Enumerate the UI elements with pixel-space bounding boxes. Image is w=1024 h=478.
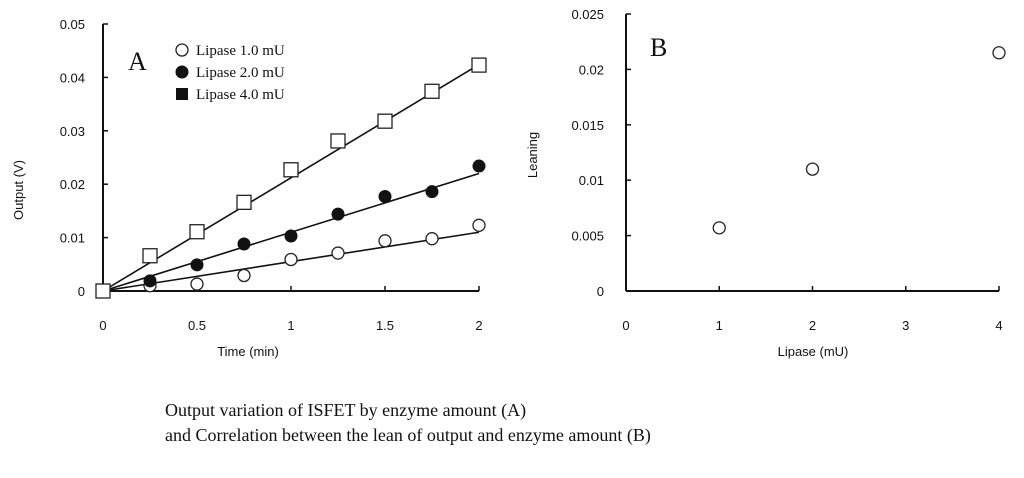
x-tick-label-a: 1 bbox=[287, 318, 294, 333]
x-tick-label-b: 1 bbox=[716, 318, 723, 333]
x-axis-title-a: Time (min) bbox=[217, 344, 279, 359]
y-tick-label-a: 0.04 bbox=[60, 70, 85, 85]
data-point-a-series-0 bbox=[284, 252, 298, 267]
data-point-a-series-2 bbox=[471, 57, 487, 73]
data-point-a-series-1 bbox=[331, 207, 345, 221]
y-tick-label-b: 0.02 bbox=[579, 62, 604, 77]
data-point-a-series-2 bbox=[424, 83, 440, 99]
x-tick-label-a: 1.5 bbox=[376, 318, 394, 333]
data-point-b-series-0 bbox=[712, 221, 726, 235]
panel-label-b: B bbox=[650, 33, 667, 62]
y-axis-title-b: Leaning bbox=[525, 132, 540, 178]
data-point-a-series-1 bbox=[425, 185, 439, 199]
x-tick-label-a: 0.5 bbox=[188, 318, 206, 333]
data-point-a-series-0 bbox=[472, 218, 486, 232]
x-tick-label-a: 0 bbox=[99, 318, 106, 333]
legend-label-1: Lipase 2.0 mU bbox=[196, 65, 285, 81]
x-tick-label-b: 4 bbox=[995, 318, 1002, 333]
x-tick-label-b: 2 bbox=[809, 318, 816, 333]
y-tick-label-a: 0 bbox=[78, 284, 85, 299]
data-point-a-series-0 bbox=[331, 246, 345, 260]
data-point-a-series-1 bbox=[284, 229, 298, 243]
data-point-a-series-2 bbox=[283, 162, 299, 178]
data-point-a-series-0 bbox=[237, 268, 251, 283]
data-point-a-series-2 bbox=[377, 113, 393, 129]
y-tick-label-b: 0.025 bbox=[571, 7, 604, 22]
legend-marker-0 bbox=[175, 43, 189, 57]
data-point-a-series-2 bbox=[95, 283, 111, 299]
data-point-a-series-1 bbox=[237, 237, 251, 251]
caption-line-1: Output variation of ISFET by enzyme amou… bbox=[165, 400, 527, 420]
x-tick-label-b: 0 bbox=[622, 318, 629, 333]
data-point-a-series-2 bbox=[330, 133, 346, 149]
y-tick-label-a: 0.03 bbox=[60, 124, 85, 139]
legend-label-0: Lipase 1.0 mU bbox=[196, 43, 285, 59]
legend-label-2: Lipase 4.0 mU bbox=[196, 87, 285, 103]
fit-line-a-2 bbox=[102, 63, 480, 292]
data-point-a-series-2 bbox=[189, 224, 205, 240]
y-tick-label-b: 0.01 bbox=[579, 173, 604, 188]
y-tick-label-a: 0.05 bbox=[60, 17, 85, 32]
y-tick-label-b: 0.015 bbox=[571, 118, 604, 133]
y-tick-label-b: 0.005 bbox=[571, 229, 604, 244]
data-point-a-series-0 bbox=[378, 234, 392, 248]
x-axis-title-b: Lipase (mU) bbox=[778, 344, 849, 359]
caption-line-2: and Correlation between the lean of outp… bbox=[165, 425, 651, 445]
data-point-a-series-1 bbox=[143, 274, 157, 288]
data-point-a-series-2 bbox=[142, 248, 158, 264]
data-point-a-series-0 bbox=[190, 277, 204, 291]
panel-label-a: A bbox=[128, 47, 147, 76]
y-axis-title-a: Output (V) bbox=[11, 160, 26, 220]
y-tick-label-b: 0 bbox=[597, 284, 604, 299]
legend-marker-2 bbox=[176, 88, 188, 100]
x-tick-label-a: 2 bbox=[475, 318, 482, 333]
data-point-a-series-1 bbox=[378, 189, 392, 203]
legend-marker-1 bbox=[175, 65, 189, 79]
data-point-a-series-0 bbox=[425, 232, 439, 246]
data-point-a-series-2 bbox=[236, 194, 252, 211]
data-point-b-series-0 bbox=[992, 46, 1006, 60]
y-tick-label-a: 0.02 bbox=[60, 177, 85, 192]
data-point-a-series-1 bbox=[472, 159, 486, 173]
x-tick-label-b: 3 bbox=[902, 318, 909, 333]
data-point-b-series-0 bbox=[805, 162, 820, 176]
data-point-a-series-1 bbox=[190, 258, 204, 272]
y-tick-label-a: 0.01 bbox=[60, 231, 85, 246]
